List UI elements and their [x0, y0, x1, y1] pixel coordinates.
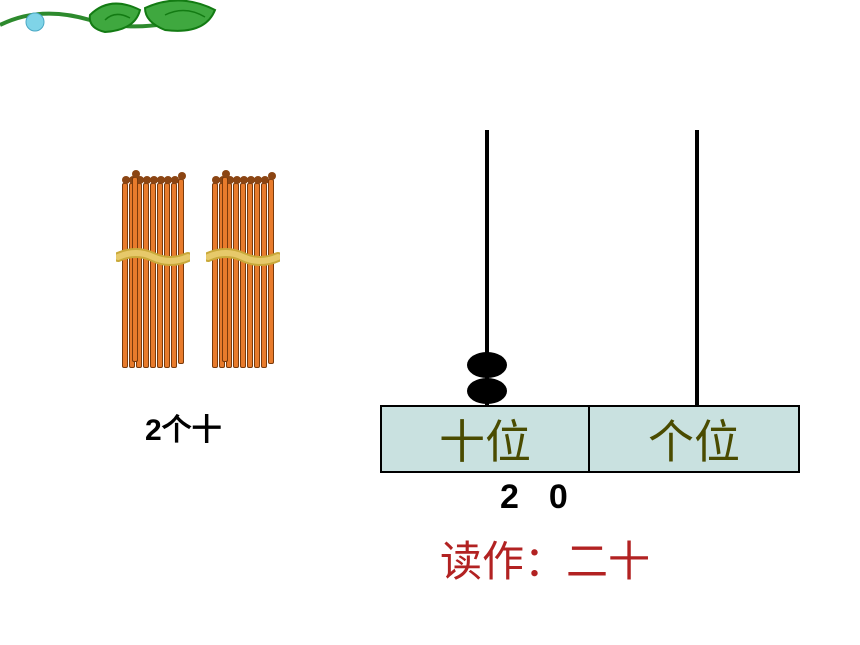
header-vine-decoration [0, 0, 260, 70]
bundle-band-icon [116, 247, 190, 267]
bundle-band-icon [206, 247, 280, 267]
ones-digit: 0 [549, 478, 598, 516]
tens-digit: 2 [500, 478, 549, 516]
tens-place-label: 十位 [380, 405, 590, 473]
bead-icon [467, 378, 507, 404]
reading-prefix: 读作： [440, 540, 566, 586]
stick-bundles [120, 175, 275, 370]
tens-rod [485, 130, 489, 405]
reading-line: 读作：二十 [440, 528, 650, 589]
number-digits: 20 [500, 478, 598, 517]
bundle-2 [210, 175, 275, 370]
place-value-abacus: 十位 个位 [380, 130, 800, 475]
place-value-boxes: 十位 个位 [380, 405, 800, 473]
ones-rod [695, 130, 699, 405]
bundles-count-label: 2个十 [145, 405, 222, 449]
reading-value: 二十 [566, 540, 650, 586]
bundle-1 [120, 175, 185, 370]
bead-icon [467, 352, 507, 378]
ones-place-label: 个位 [590, 405, 800, 473]
